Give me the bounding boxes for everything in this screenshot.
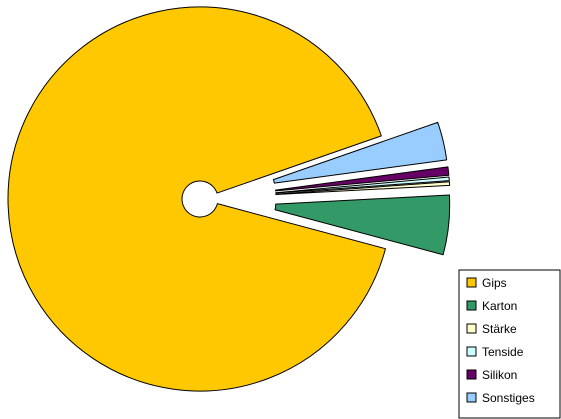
pie-slice-karton — [274, 194, 451, 256]
legend-label-sonstiges: Sonstiges — [482, 391, 535, 405]
legend-item-sonstiges: Sonstiges — [466, 391, 535, 405]
legend: Gips Karton Stärke Tenside Silikon Sonst… — [458, 269, 561, 419]
pie-slice-staerke — [275, 181, 451, 195]
legend-item-tenside: Tenside — [466, 345, 524, 359]
legend-swatch-tenside — [466, 346, 477, 357]
pie-slice-silikon — [274, 166, 450, 192]
legend-item-gips: Gips — [466, 276, 507, 290]
pie-slice-sonstiges — [272, 121, 448, 184]
legend-label-tenside: Tenside — [482, 345, 524, 359]
legend-label-gips: Gips — [482, 276, 507, 290]
legend-item-silikon: Silikon — [466, 368, 517, 382]
legend-swatch-silikon — [466, 369, 477, 380]
pie-slice-tenside — [275, 176, 450, 194]
legend-swatch-sonstiges — [466, 392, 477, 403]
pie-slice-gips — [7, 6, 386, 392]
legend-item-staerke: Stärke — [466, 322, 517, 336]
legend-label-staerke: Stärke — [482, 322, 517, 336]
legend-swatch-karton — [466, 300, 477, 311]
legend-item-karton: Karton — [466, 299, 517, 313]
legend-label-silikon: Silikon — [482, 368, 517, 382]
legend-label-karton: Karton — [482, 299, 517, 313]
legend-swatch-gips — [466, 277, 477, 288]
legend-swatch-staerke — [466, 323, 477, 334]
pie-slices — [7, 6, 451, 392]
